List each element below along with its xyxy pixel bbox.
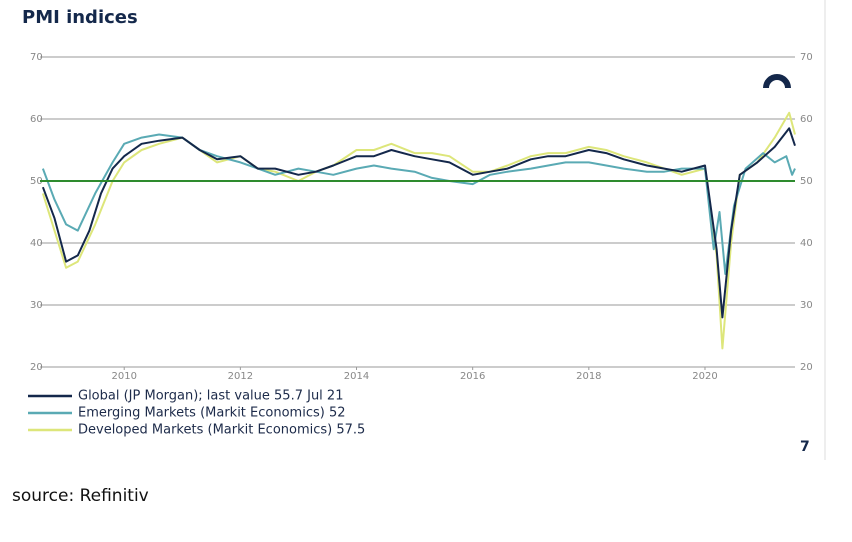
y-tick-label: 60: [30, 114, 43, 125]
y2-tick-label: 70: [800, 52, 813, 63]
y2-tick-label: 60: [800, 114, 813, 125]
logo: [763, 74, 791, 89]
page-number: 7: [800, 439, 810, 455]
source: source: Refinitiv: [12, 486, 149, 506]
y-tick-label: 40: [30, 238, 43, 249]
series-line: [41, 133, 796, 275]
x-tick-label: 2010: [111, 371, 136, 382]
x-tick-label: 2016: [460, 371, 485, 382]
series-line: [41, 111, 796, 350]
legend-label: Global (JP Morgan); last value 55.7 Jul …: [78, 389, 343, 404]
y-tick-label: 20: [30, 362, 43, 373]
y-tick-label: 50: [30, 176, 43, 187]
y2-tick-label: 40: [800, 238, 813, 249]
y2-tick-label: 30: [800, 300, 813, 311]
y-tick-label: 30: [30, 300, 43, 311]
y-tick-label: 70: [30, 52, 43, 63]
series-line: [41, 127, 796, 319]
y2-tick-label: 50: [800, 176, 813, 187]
legend-label: Emerging Markets (Markit Economics) 52: [78, 406, 346, 421]
x-tick-label: 2012: [228, 371, 253, 382]
x-tick-label: 2014: [344, 371, 369, 382]
y2-tick-label: 20: [800, 362, 813, 373]
x-tick-label: 2018: [576, 371, 601, 382]
chart-title: PMI indices: [22, 7, 138, 28]
legend-label: Developed Markets (Markit Economics) 57.…: [78, 423, 365, 438]
x-tick-label: 2020: [692, 371, 717, 382]
